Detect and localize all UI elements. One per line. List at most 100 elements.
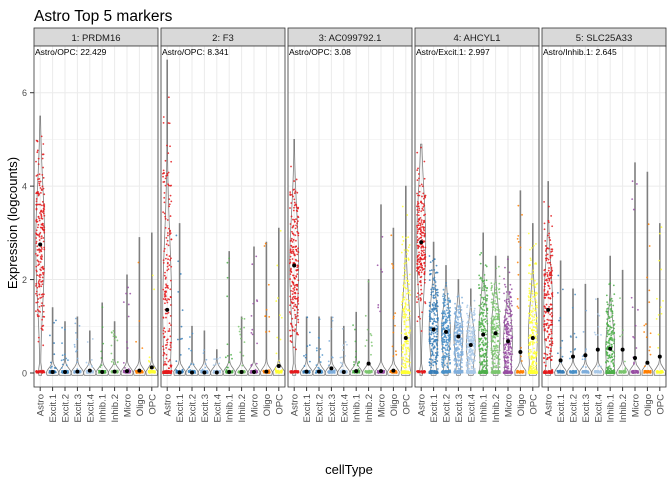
data-point xyxy=(165,357,168,360)
data-point xyxy=(308,331,311,334)
data-point xyxy=(60,367,63,369)
data-point xyxy=(226,355,229,357)
x-tick-label: Excit.2 xyxy=(61,394,72,423)
data-point xyxy=(165,276,167,279)
data-point xyxy=(446,293,449,295)
data-point xyxy=(275,352,278,355)
data-point xyxy=(36,245,39,248)
data-point xyxy=(416,236,419,238)
data-point xyxy=(168,369,171,372)
data-point xyxy=(443,322,446,324)
data-point xyxy=(295,218,297,221)
data-point xyxy=(294,291,297,294)
data-point xyxy=(457,354,460,357)
data-point xyxy=(231,357,233,360)
data-point xyxy=(429,269,431,272)
data-point xyxy=(445,336,448,339)
data-point xyxy=(494,292,497,294)
data-point xyxy=(74,322,77,325)
violin-inhib-1 xyxy=(95,302,109,376)
data-point xyxy=(290,334,293,337)
data-point xyxy=(421,195,423,198)
data-point xyxy=(293,346,295,349)
data-point xyxy=(446,347,449,349)
data-point xyxy=(495,281,497,284)
data-point xyxy=(164,302,166,305)
data-point xyxy=(402,315,404,318)
data-point xyxy=(40,304,43,307)
data-point xyxy=(319,361,322,363)
data-point xyxy=(165,243,168,246)
data-point xyxy=(276,336,279,339)
data-point xyxy=(466,342,468,345)
x-tick-label: OPC xyxy=(274,394,285,415)
data-point xyxy=(36,220,39,223)
data-point xyxy=(295,305,298,308)
data-point xyxy=(40,223,43,226)
data-point xyxy=(114,335,117,338)
data-point xyxy=(416,230,419,233)
data-point xyxy=(429,317,432,320)
data-point xyxy=(431,322,434,325)
data-point xyxy=(493,358,496,361)
data-point xyxy=(400,357,403,359)
x-tick-label: Micro xyxy=(377,394,388,417)
data-point xyxy=(43,193,46,196)
data-point xyxy=(420,292,423,295)
data-point xyxy=(168,264,171,267)
data-point xyxy=(43,231,46,234)
data-point xyxy=(40,135,43,138)
data-point xyxy=(416,256,419,259)
data-point xyxy=(486,312,489,315)
data-point xyxy=(479,253,481,256)
data-point xyxy=(486,364,489,367)
data-point xyxy=(162,169,165,172)
data-point xyxy=(377,306,380,309)
data-point xyxy=(122,361,125,364)
data-point xyxy=(41,318,44,321)
data-point xyxy=(36,301,39,304)
data-point xyxy=(403,313,406,315)
data-point xyxy=(164,362,166,365)
data-point xyxy=(418,261,421,264)
data-point xyxy=(292,251,295,253)
data-point xyxy=(275,300,278,302)
data-point xyxy=(297,308,299,311)
data-point xyxy=(179,273,182,275)
data-point xyxy=(357,362,359,365)
data-point xyxy=(290,165,292,168)
data-point xyxy=(214,363,217,366)
data-point xyxy=(498,298,501,300)
data-point xyxy=(434,358,437,361)
data-point xyxy=(293,198,296,201)
data-point xyxy=(402,356,405,359)
x-tick-label: Excit.1 xyxy=(302,394,313,423)
x-tick-label: Inhib.2 xyxy=(237,394,248,423)
data-point xyxy=(461,352,463,355)
data-point xyxy=(458,304,461,307)
data-point xyxy=(40,296,43,299)
violin-outline xyxy=(108,321,122,376)
data-point xyxy=(423,221,426,223)
data-point xyxy=(454,368,456,371)
data-point xyxy=(290,239,293,242)
data-point xyxy=(265,331,267,333)
data-point xyxy=(457,370,460,373)
data-point xyxy=(460,342,462,345)
data-point xyxy=(430,331,433,334)
mean-point xyxy=(137,368,142,373)
data-point xyxy=(470,316,473,318)
data-point xyxy=(496,357,499,359)
data-point xyxy=(369,332,372,335)
data-point xyxy=(431,343,434,346)
data-point xyxy=(421,371,424,374)
data-point xyxy=(466,365,469,368)
data-point xyxy=(473,359,476,362)
data-point xyxy=(41,265,44,268)
data-point xyxy=(424,246,427,249)
data-point xyxy=(428,305,431,308)
data-point xyxy=(291,232,294,235)
data-point xyxy=(294,317,297,320)
data-point xyxy=(444,294,447,297)
data-point xyxy=(212,364,215,367)
